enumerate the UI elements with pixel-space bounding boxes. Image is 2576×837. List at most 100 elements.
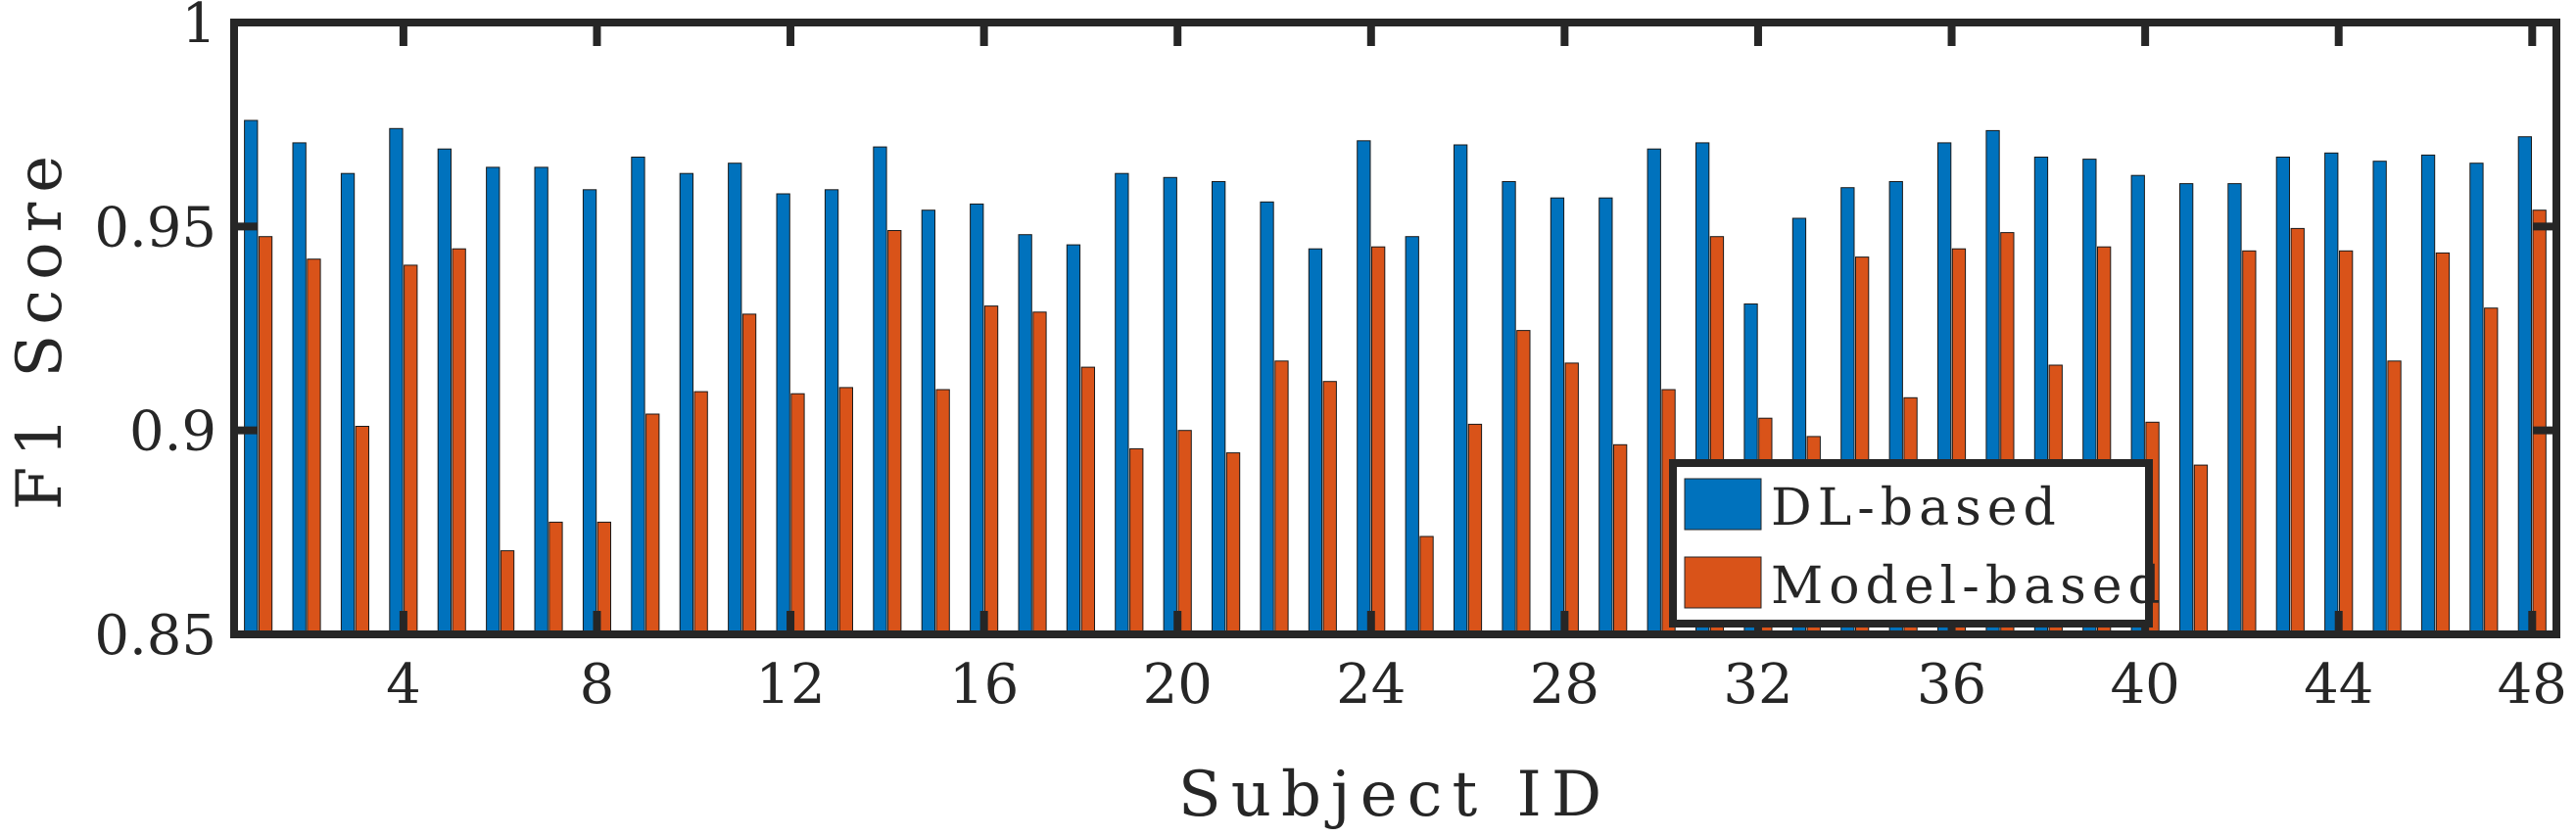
bar-dl-based-16	[970, 203, 984, 635]
bar-model-based-22	[1274, 360, 1289, 635]
bar-dl-based-30	[1646, 148, 1661, 635]
bar-model-based-25	[1419, 535, 1434, 635]
bar-model-based-6	[500, 550, 515, 635]
x-tick-label: 44	[2304, 653, 2373, 717]
bar-model-based-45	[2387, 360, 2402, 635]
bar-model-based-24	[1371, 246, 1386, 635]
bar-model-based-2	[307, 258, 321, 635]
y-tick-label: 0.95	[94, 196, 216, 259]
bar-dl-based-18	[1066, 244, 1081, 635]
bar-dl-based-43	[2275, 157, 2290, 635]
bar-dl-based-6	[486, 166, 501, 635]
bar-model-based-20	[1177, 430, 1192, 635]
x-tick-label: 12	[755, 653, 825, 717]
y-tick-label: 1	[181, 0, 216, 56]
bar-model-based-15	[935, 389, 950, 635]
bar-dl-based-41	[2179, 183, 2194, 635]
bar-dl-based-8	[582, 189, 597, 635]
y-axis-title: F1 Score	[4, 146, 76, 510]
legend-label-dl-based: DL-based	[1771, 479, 2062, 537]
bar-dl-based-14	[873, 146, 887, 635]
x-tick-label: 32	[1723, 653, 1792, 717]
bar-dl-based-22	[1260, 201, 1274, 635]
bar-model-based-26	[1467, 423, 1483, 635]
x-tick-label: 48	[2498, 653, 2567, 717]
bar-model-based-3	[355, 426, 370, 635]
bar-model-based-18	[1080, 366, 1095, 635]
bar-model-based-47	[2484, 307, 2499, 635]
x-tick-label: 8	[580, 653, 615, 717]
bar-dl-based-28	[1550, 197, 1565, 635]
bar-dl-based-17	[1018, 234, 1032, 635]
bar-dl-based-29	[1598, 197, 1613, 635]
bar-model-based-41	[2193, 464, 2209, 635]
bar-dl-based-48	[2517, 136, 2532, 635]
bar-model-based-44	[2339, 250, 2354, 635]
bar-dl-based-27	[1502, 181, 1516, 635]
bar-dl-based-15	[921, 209, 936, 635]
legend: DL-based Model-based	[1669, 459, 2167, 628]
bar-dl-based-21	[1212, 181, 1226, 635]
bar-model-based-42	[2242, 250, 2257, 635]
bar-dl-based-13	[824, 189, 839, 635]
bar-dl-based-2	[292, 142, 307, 635]
bar-model-based-16	[983, 305, 999, 635]
x-tick-label: 4	[386, 653, 421, 717]
bar-dl-based-1	[244, 119, 259, 635]
tick-marks	[234, 19, 2556, 638]
bar-model-based-13	[838, 387, 854, 635]
legend-swatch-model-based	[1684, 556, 1762, 609]
bar-model-based-29	[1613, 443, 1628, 635]
bar-model-based-48	[2532, 209, 2547, 635]
bar-dl-based-11	[728, 163, 742, 635]
y-tick-label: 0.85	[94, 604, 216, 668]
bar-model-based-1	[258, 236, 273, 635]
bar-model-based-7	[549, 521, 563, 635]
legend-swatch-dl-based	[1684, 478, 1762, 531]
bar-dl-based-20	[1163, 176, 1177, 635]
bar-dl-based-23	[1308, 248, 1323, 635]
bar-dl-based-7	[534, 166, 549, 635]
bar-dl-based-45	[2372, 161, 2387, 635]
bar-dl-based-10	[679, 172, 694, 635]
x-tick-label: 28	[1530, 653, 1599, 717]
x-axis-title: Subject ID	[1178, 759, 1611, 831]
bar-dl-based-4	[389, 127, 404, 635]
bar-model-based-43	[2290, 227, 2305, 635]
x-tick-label: 24	[1336, 653, 1406, 717]
bar-dl-based-24	[1357, 140, 1371, 635]
bar-model-based-10	[693, 391, 708, 635]
bar-dl-based-46	[2420, 154, 2436, 635]
bar-dl-based-26	[1454, 144, 1468, 635]
bar-dl-based-3	[340, 172, 356, 635]
y-tick-labels: 0.85 0.9 0.95 1	[94, 0, 216, 668]
bar-dl-based-12	[776, 193, 790, 635]
x-tick-label: 20	[1143, 653, 1213, 717]
bar-dl-based-9	[631, 157, 645, 635]
bar-model-based-5	[452, 248, 466, 635]
bar-model-based-28	[1564, 362, 1579, 635]
bar-model-based-27	[1516, 330, 1531, 635]
bar-model-based-17	[1032, 311, 1047, 635]
bar-model-based-11	[741, 313, 757, 635]
y-tick-label: 0.9	[129, 400, 216, 464]
x-tick-label: 36	[1917, 653, 1986, 717]
bar-model-based-19	[1129, 447, 1144, 635]
legend-label-model-based: Model-based	[1771, 557, 2167, 616]
bar-dl-based-42	[2227, 183, 2242, 635]
x-tick-labels: 4 8 12 16 20 24 28 32 36 40 44 48	[386, 653, 2567, 717]
x-tick-label: 16	[949, 653, 1019, 717]
bar-model-based-21	[1225, 452, 1241, 635]
bar-dl-based-25	[1405, 236, 1419, 635]
bar-model-based-9	[645, 413, 660, 635]
bar-model-based-14	[887, 230, 902, 635]
bar-model-based-23	[1322, 381, 1337, 635]
bar-model-based-4	[404, 264, 418, 635]
bars-group	[244, 119, 2547, 635]
bar-dl-based-5	[437, 148, 453, 635]
plot-frame	[230, 19, 2560, 638]
bar-dl-based-19	[1115, 172, 1129, 635]
bar-model-based-12	[790, 393, 805, 635]
bar-dl-based-47	[2469, 163, 2484, 635]
